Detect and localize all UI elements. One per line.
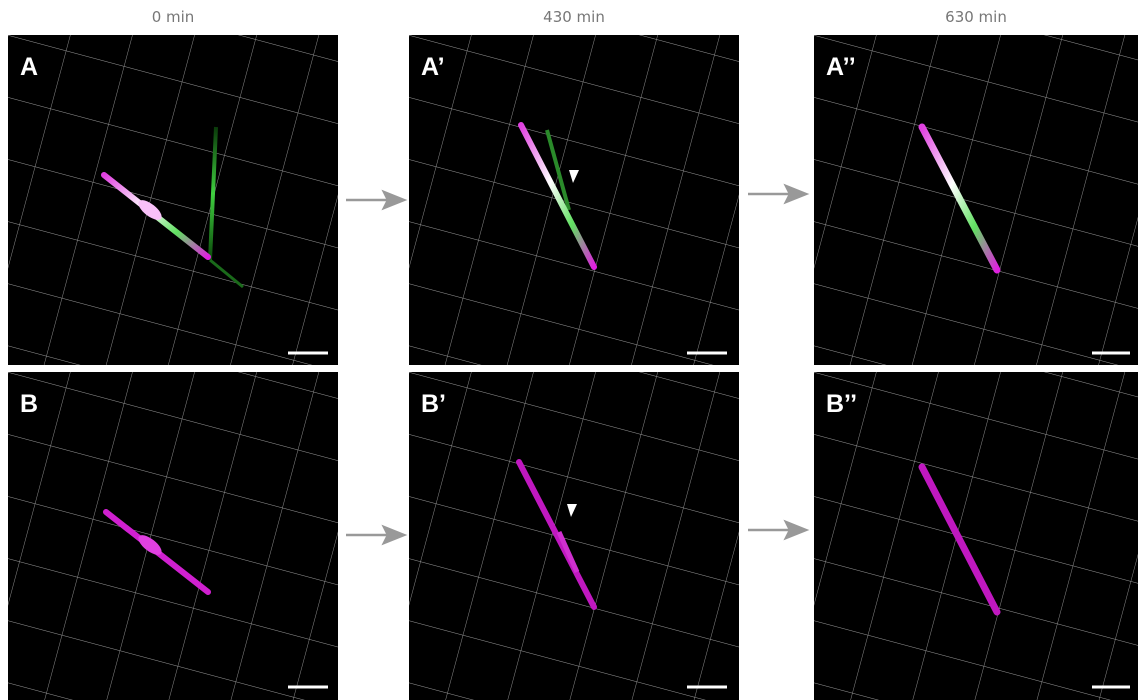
panel: A’	[409, 35, 739, 365]
panel-label: B’	[421, 390, 446, 418]
column-header: 630 min	[945, 8, 1007, 26]
panel-label: A	[20, 53, 38, 81]
panel-label: B	[20, 390, 38, 418]
panel: A’’	[814, 35, 1138, 365]
panel: A	[8, 35, 338, 365]
panel-label: A’’	[826, 53, 856, 81]
panel: B’	[409, 372, 739, 700]
column-header: 0 min	[152, 8, 195, 26]
panel: B	[8, 372, 338, 700]
panel-label: B’’	[826, 390, 857, 418]
column-header: 430 min	[543, 8, 605, 26]
figure: 0 min 430 min 630 min A A’ A’’ B B’ B’’	[0, 0, 1138, 700]
panel: B’’	[814, 372, 1138, 700]
panel-label: A’	[421, 53, 445, 81]
